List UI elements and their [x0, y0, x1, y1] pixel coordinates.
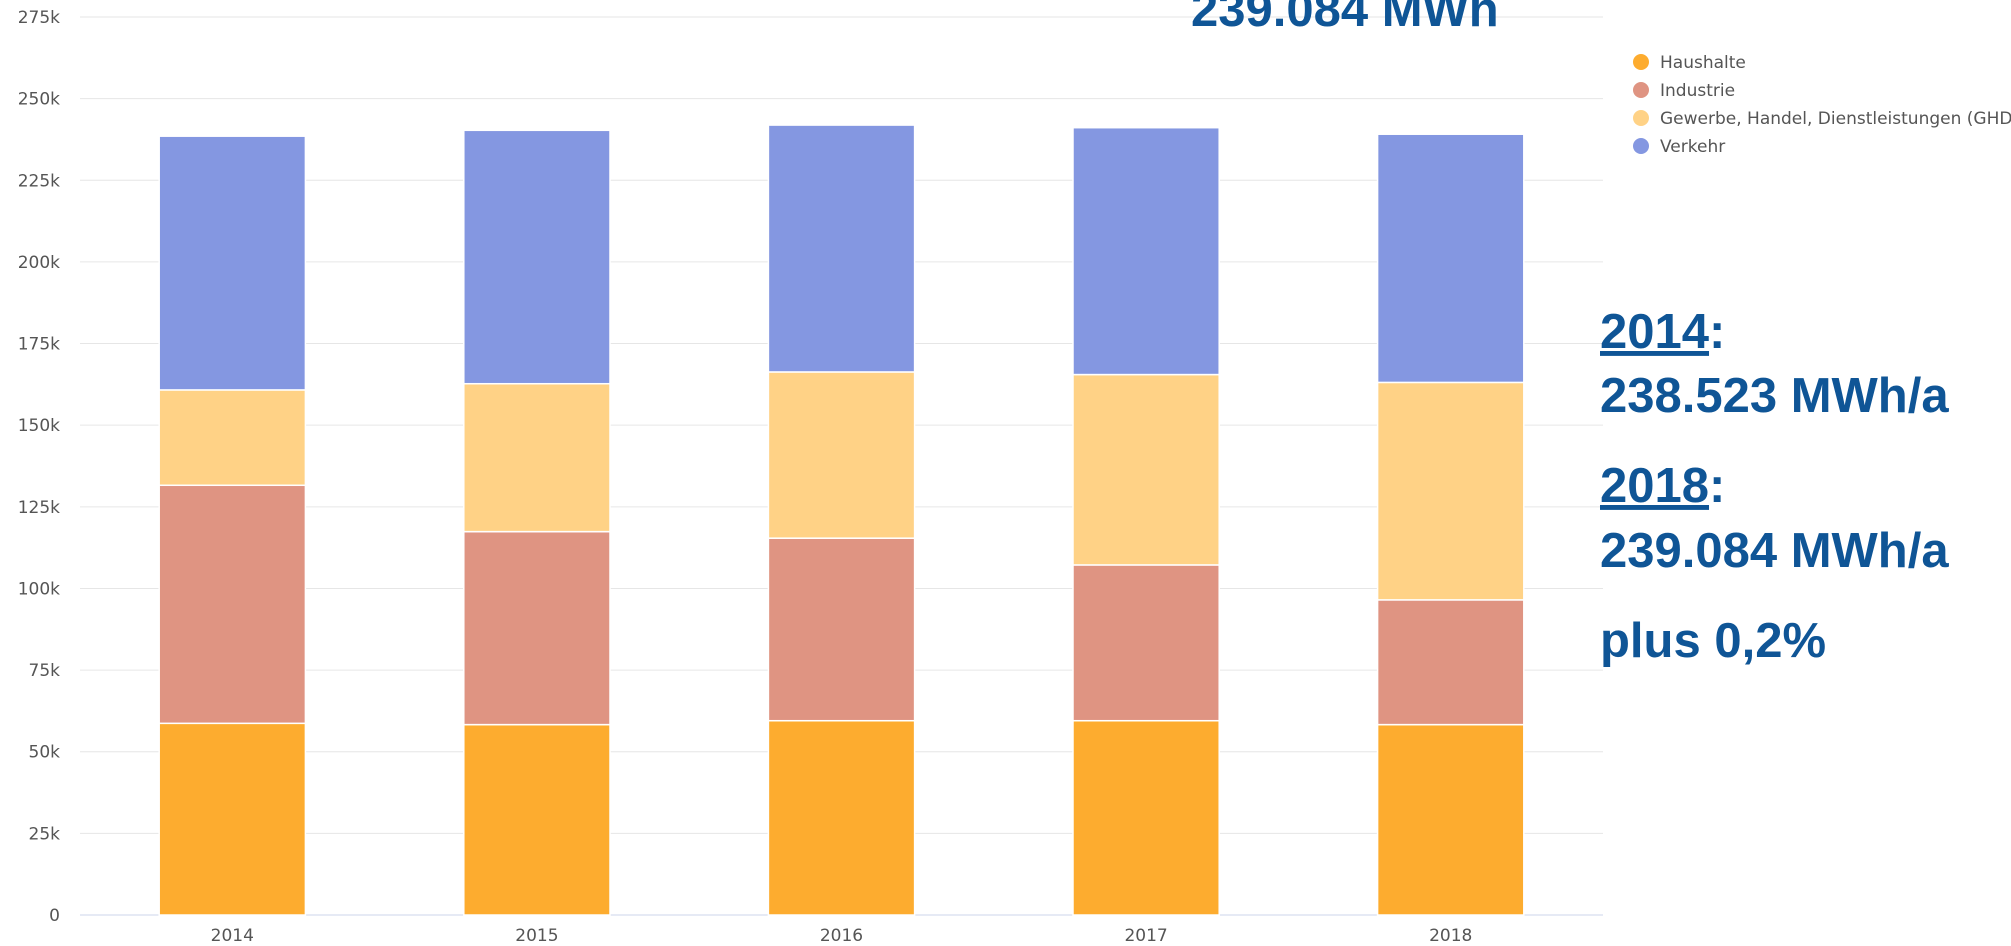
bar-segment	[1376, 599, 1525, 726]
y-tick-label: 0	[49, 906, 60, 926]
legend-label: Haushalte	[1660, 53, 1746, 73]
bar-segment	[1072, 719, 1220, 916]
legend-label: Industrie	[1660, 81, 1735, 101]
y-tick-label: 200k	[18, 253, 60, 273]
bar-segment	[767, 124, 916, 373]
legend-marker	[1633, 82, 1649, 98]
legend-marker	[1633, 138, 1649, 154]
annotation-year: 2018:	[1600, 459, 1725, 513]
y-tick-label: 50k	[29, 743, 61, 763]
sep: :	[1709, 459, 1725, 513]
legend-label: Verkehr	[1660, 137, 1725, 157]
bar-segment	[767, 719, 916, 916]
bar-segment	[158, 484, 307, 725]
plot: 0 25k 50k 75k 100k 125k 150k 175k 200k 225k 250k 27…	[18, 8, 2011, 946]
bar-segment	[463, 723, 611, 916]
x-tick-label: 2017	[1124, 926, 1167, 946]
bar-segment	[158, 722, 307, 916]
bar-segment	[767, 371, 916, 539]
bar-segment	[158, 135, 307, 391]
x-tick-label: 2015	[515, 926, 558, 946]
legend-marker	[1633, 110, 1649, 126]
year: 2014	[1600, 305, 1709, 359]
bar-segment	[463, 129, 611, 385]
bar-segment	[1072, 564, 1220, 722]
annotation-value: 238.523 MWh/a	[1600, 369, 1949, 423]
bar-segment	[1072, 373, 1220, 566]
y-tick-label: 250k	[18, 90, 60, 110]
y-tick-label: 275k	[18, 8, 60, 28]
legend-marker	[1633, 54, 1649, 70]
bar-segment	[463, 382, 611, 533]
x-tick-label: 2018	[1429, 926, 1472, 946]
bar-segment	[1072, 126, 1220, 376]
annotation-year: 2014:	[1600, 305, 1725, 359]
y-tick-label: 100k	[18, 579, 60, 599]
y-tick-label: 125k	[18, 498, 60, 518]
y-tick-label: 150k	[18, 416, 60, 436]
bar-segment	[1376, 381, 1525, 601]
x-tick-label: 2016	[820, 926, 863, 946]
bar-segment	[1376, 133, 1525, 384]
legend-label: Gewerbe, Handel, Dienstleistungen (GHD)	[1660, 109, 2011, 129]
bar-segment	[158, 389, 307, 487]
header-annotation: 239.084 MWh	[1191, 0, 1499, 37]
y-tick-label: 75k	[29, 661, 61, 681]
bar-segment	[1376, 723, 1525, 916]
x-tick-label: 2014	[211, 926, 254, 946]
change-annotation: plus 0,2%	[1600, 614, 1826, 668]
y-tick-label: 175k	[18, 335, 60, 355]
bar-segment	[767, 537, 916, 722]
y-tick-label: 25k	[29, 824, 61, 844]
y-tick-label: 225k	[18, 171, 60, 191]
annotation-value: 239.084 MWh/a	[1600, 524, 1949, 578]
bar-segment	[463, 530, 611, 726]
sep: :	[1709, 305, 1725, 359]
year: 2018	[1600, 459, 1709, 513]
